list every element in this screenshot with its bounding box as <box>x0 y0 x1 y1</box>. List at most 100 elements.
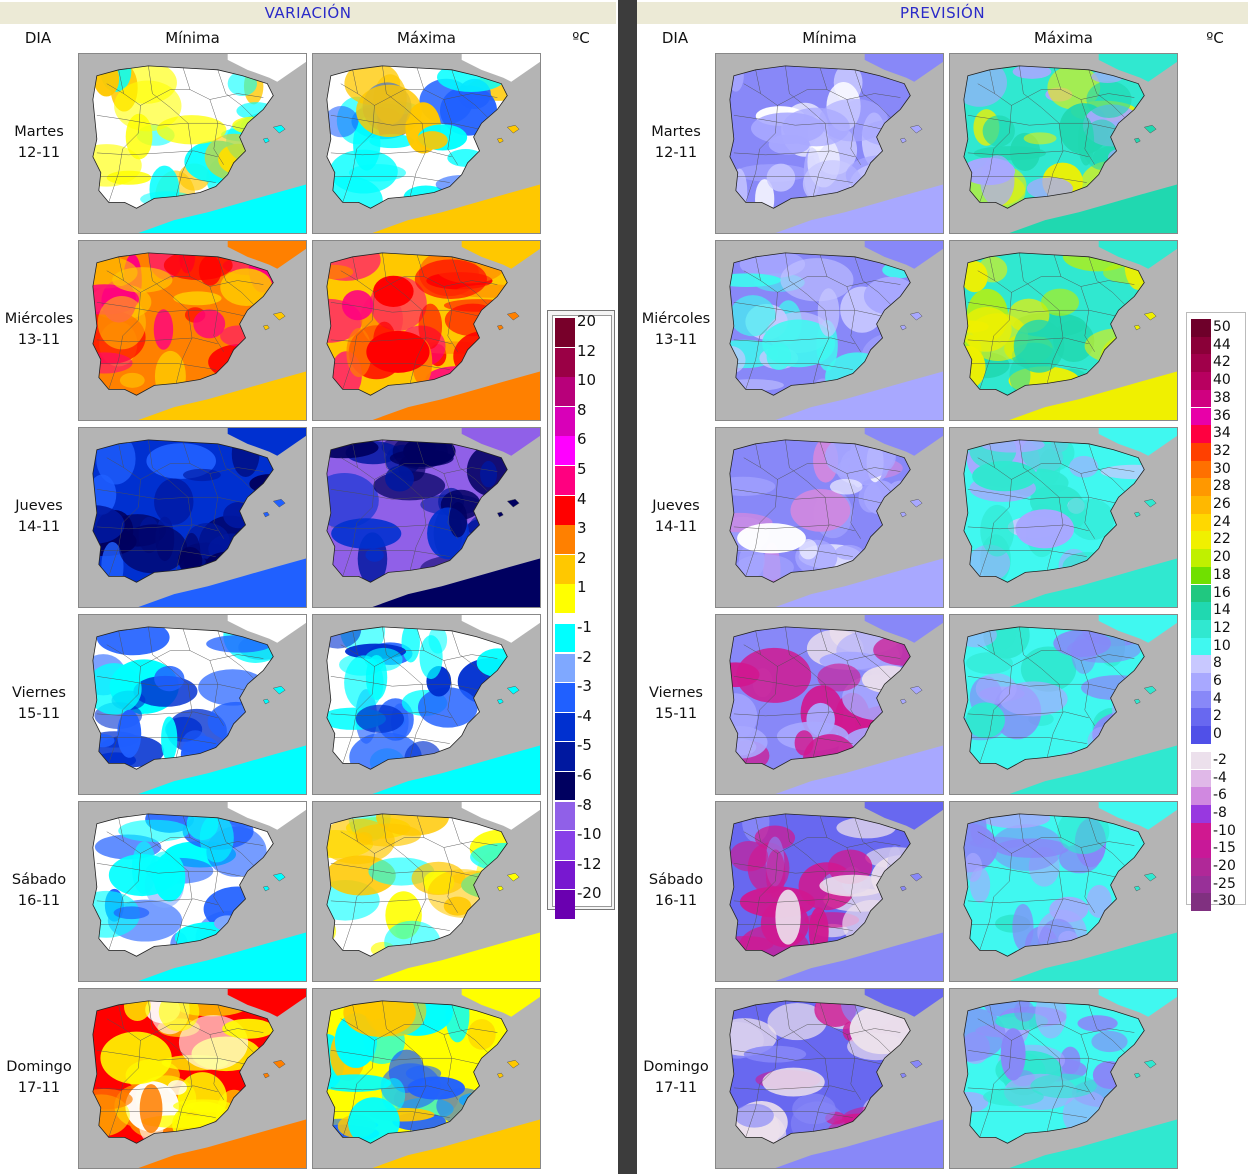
day-name: Viernes <box>12 685 66 701</box>
map-prevision-minima-1 <box>715 53 944 234</box>
day-label-right: Sábado 16-11 <box>637 870 715 912</box>
day-date: 14-11 <box>654 519 698 535</box>
variacion-legend-swatch <box>555 525 575 555</box>
variacion-legend-label: -4 <box>577 706 592 725</box>
map-variacion-maxima-6 <box>312 988 541 1169</box>
variacion-legend-swatch <box>555 406 575 436</box>
prevision-legend-label: -20 <box>1213 858 1236 874</box>
day-label-right: Martes 12-11 <box>637 122 715 164</box>
prevision-legend-swatch <box>1191 478 1211 496</box>
prevision-legend-label: 42 <box>1213 354 1231 371</box>
day-date: 16-11 <box>654 893 698 909</box>
prevision-legend-swatch <box>1191 389 1211 408</box>
prevision-legend-label: -25 <box>1213 875 1236 892</box>
variacion-legend-label: 3 <box>577 519 587 538</box>
prevision-legend-swatch <box>1191 319 1211 337</box>
prevision-legend-swatch <box>1191 425 1211 443</box>
map-prevision-minima-4 <box>715 614 944 795</box>
prevision-legend-swatch <box>1191 442 1211 461</box>
day-date: 12-11 <box>654 145 698 161</box>
day-name: Martes <box>651 124 701 140</box>
prevision-legend-swatch <box>1191 655 1211 673</box>
prevision-legend-swatch <box>1191 637 1211 656</box>
map-prevision-minima-2 <box>715 240 944 421</box>
prevision-legend-swatch <box>1191 822 1211 841</box>
variacion-legend-label: 6 <box>577 430 587 449</box>
variacion-legend-swatch <box>555 742 575 771</box>
maxima-column-header: Máxima <box>397 29 456 47</box>
variacion-legend-swatch <box>555 377 575 407</box>
prevision-legend-swatch <box>1191 875 1211 894</box>
day-label-left: Domingo 17-11 <box>0 1057 78 1099</box>
maxima-column-header-right: Máxima <box>1034 29 1093 47</box>
day-date: 17-11 <box>654 1080 698 1096</box>
variacion-legend-swatch <box>555 831 575 860</box>
variacion-legend-label: 4 <box>577 489 587 508</box>
day-date: 14-11 <box>17 519 61 535</box>
day-name: Martes <box>14 124 64 140</box>
prevision-legend-label: 20 <box>1213 549 1231 566</box>
prevision-legend-label: 0 <box>1213 726 1222 743</box>
variacion-legend-label: -3 <box>577 677 592 696</box>
map-variacion-minima-1 <box>78 53 307 234</box>
variacion-legend-swatch <box>555 801 575 830</box>
prevision-legend-swatch <box>1191 619 1211 638</box>
variacion-legend-swatch <box>555 584 575 614</box>
day-name: Jueves <box>15 498 63 514</box>
variacion-legend-swatch <box>555 683 575 712</box>
day-date: 13-11 <box>654 332 698 348</box>
day-date: 12-11 <box>17 145 61 161</box>
prevision-legend-label: -15 <box>1213 840 1236 857</box>
prevision-legend-swatch <box>1191 531 1211 550</box>
prevision-legend-label: 18 <box>1213 566 1231 583</box>
day-label-left: Martes 12-11 <box>0 122 78 164</box>
variacion-legend-swatch <box>555 466 575 495</box>
variacion-legend-label: 20 <box>577 312 597 330</box>
panel-divider <box>618 0 637 1174</box>
prevision-legend-swatch <box>1191 769 1211 788</box>
day-name: Miércoles <box>4 311 74 327</box>
prevision-legend-swatch <box>1191 751 1211 770</box>
prevision-legend-label: 8 <box>1213 655 1222 672</box>
prevision-legend-swatch <box>1191 893 1211 912</box>
prevision-legend-swatch <box>1191 496 1211 514</box>
variacion-legend-swatch <box>555 860 575 890</box>
map-prevision-maxima-1 <box>949 53 1178 234</box>
variacion-legend-label: -5 <box>577 736 592 755</box>
variacion-header: VARIACIÓN <box>0 2 616 24</box>
prevision-legend-swatch <box>1191 566 1211 585</box>
map-variacion-minima-2 <box>78 240 307 421</box>
prevision-legend-swatch <box>1191 708 1211 727</box>
prevision-legend-swatch <box>1191 804 1211 823</box>
map-variacion-maxima-1 <box>312 53 541 234</box>
day-label-left: Jueves 14-11 <box>0 496 78 538</box>
variacion-legend-swatch <box>555 554 575 584</box>
variacion-legend-swatch <box>555 436 575 466</box>
map-prevision-minima-5 <box>715 801 944 982</box>
day-name: Viernes <box>649 685 703 701</box>
prevision-legend-label: 38 <box>1213 389 1231 406</box>
prevision-legend-swatch <box>1191 354 1211 373</box>
day-label-right: Viernes 15-11 <box>637 683 715 725</box>
variacion-legend-label: 8 <box>577 400 587 419</box>
minima-column-header: Mínima <box>165 29 220 47</box>
prevision-legend-label: 10 <box>1213 637 1231 654</box>
variacion-legend-label: 5 <box>577 460 587 478</box>
map-variacion-minima-3 <box>78 427 307 608</box>
day-date: 17-11 <box>17 1080 61 1096</box>
prevision-legend-label: 16 <box>1213 584 1231 601</box>
day-label-left: Miércoles 13-11 <box>0 309 78 351</box>
variacion-legend-label: -2 <box>577 647 592 666</box>
map-variacion-minima-5 <box>78 801 307 982</box>
prevision-legend-label: 44 <box>1213 336 1231 353</box>
variacion-panel: VARIACIÓN DIA Mínima Máxima ºC <box>0 0 618 1174</box>
map-variacion-minima-4 <box>78 614 307 795</box>
variacion-legend-label: -20 <box>577 884 602 903</box>
prevision-header: PREVISIÓN <box>637 2 1248 24</box>
variacion-legend-label: -6 <box>577 766 592 784</box>
map-prevision-minima-6 <box>715 988 944 1169</box>
variacion-legend-swatch <box>555 495 575 525</box>
day-label-left: Viernes 15-11 <box>0 683 78 725</box>
prevision-legend-swatch <box>1191 787 1211 805</box>
map-prevision-maxima-4 <box>949 614 1178 795</box>
